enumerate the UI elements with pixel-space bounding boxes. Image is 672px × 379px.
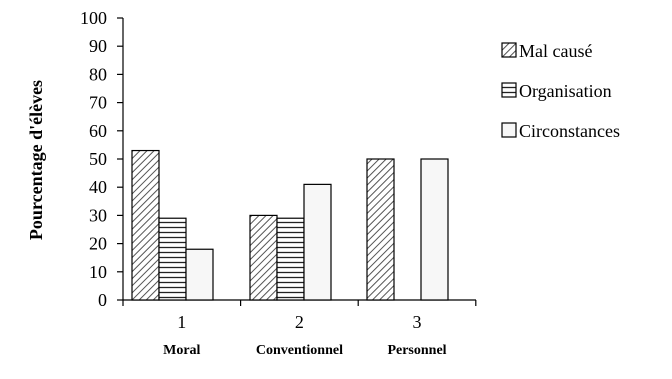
y-axis-label: Pourcentage d'élèves (26, 80, 46, 240)
bar (185, 248, 214, 301)
legend-swatch (501, 42, 517, 58)
x-tick-label: 1 (177, 312, 186, 332)
legend: Mal causé Organisation Circonstances (501, 41, 620, 141)
legend-label: Organisation (519, 81, 612, 101)
bar (303, 183, 332, 301)
y-tick-label: 50 (89, 149, 107, 169)
bars (131, 149, 449, 301)
y-tick-label: 60 (89, 121, 107, 141)
legend-label: Circonstances (519, 121, 620, 141)
y-tick-label: 90 (89, 36, 107, 56)
x-tick-label: 2 (295, 312, 304, 332)
bar (131, 149, 160, 301)
tick-labels: 0 10 20 30 40 50 60 70 80 90 100 1 Moral 2 Conventionn… (80, 8, 447, 358)
bar (366, 158, 395, 301)
y-tick-label: 80 (89, 64, 107, 84)
category-name-label: Personnel (387, 343, 446, 358)
y-tick-label: 30 (89, 205, 107, 225)
bar (276, 217, 305, 301)
bar (249, 214, 278, 301)
category-name-label: Conventionnel (256, 343, 343, 358)
category-name-label: Moral (163, 343, 200, 358)
legend-label: Mal causé (519, 41, 592, 61)
y-tick-label: 10 (89, 262, 107, 282)
legend-swatch (501, 82, 517, 98)
x-tick-label: 3 (413, 312, 422, 332)
y-tick-label: 0 (98, 290, 107, 310)
y-tick-label: 70 (89, 93, 107, 113)
y-tick-label: 40 (89, 177, 107, 197)
bar (420, 158, 449, 301)
legend-swatch (501, 122, 517, 138)
y-tick-label: 100 (80, 8, 107, 28)
y-tick-label: 20 (89, 234, 107, 254)
bar (158, 217, 187, 301)
